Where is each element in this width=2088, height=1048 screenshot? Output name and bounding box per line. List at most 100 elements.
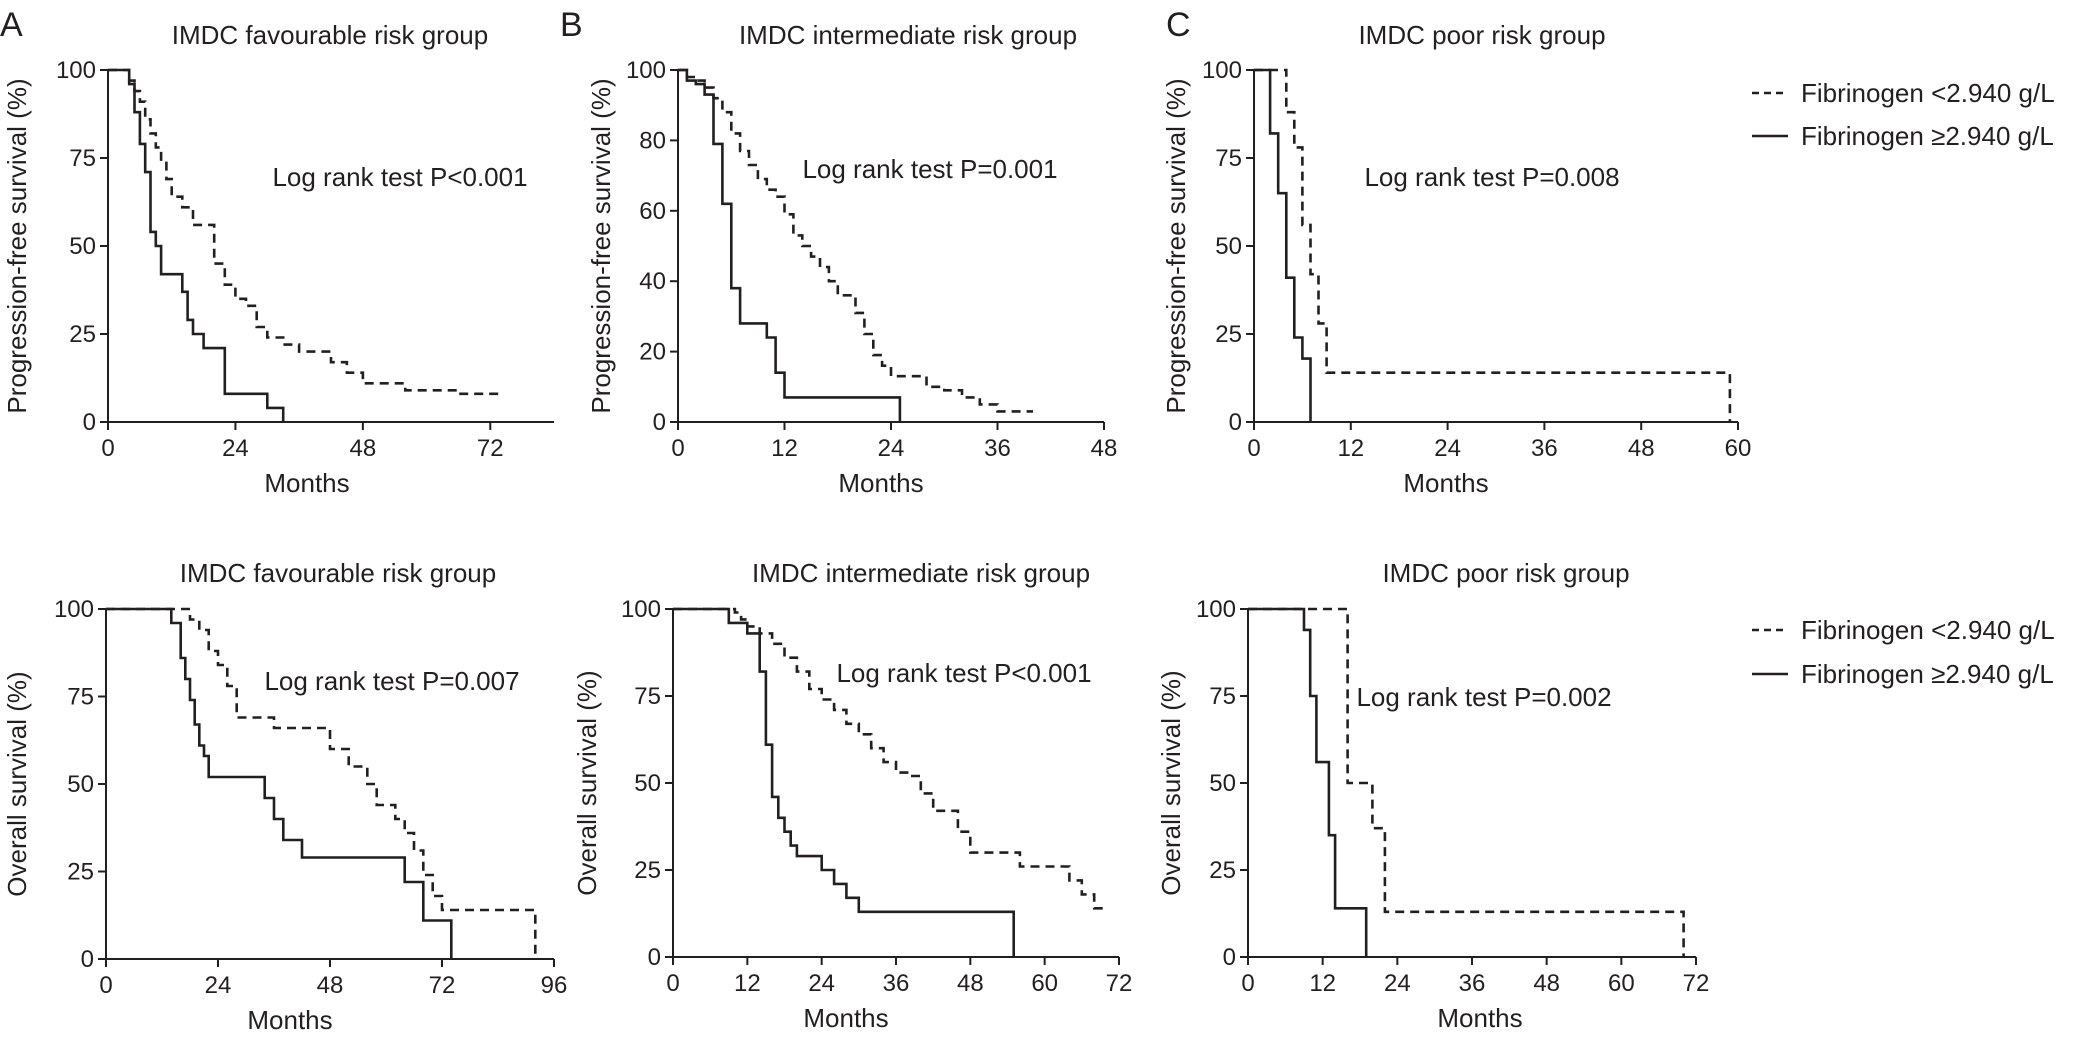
- y-tick-label: 75: [67, 684, 94, 711]
- x-tick-label: 12: [771, 435, 798, 462]
- x-tick-label: 48: [350, 435, 377, 462]
- x-tick-label: 72: [1683, 970, 1710, 997]
- x-tick-label: 72: [1106, 970, 1133, 997]
- chart-title: IMDC intermediate risk group: [752, 558, 1090, 588]
- chart-title: IMDC intermediate risk group: [739, 20, 1077, 50]
- chart-panel-5: 0 12 24 36 48 60 72 0 25 50 75 100 IMDC intermediate…: [572, 558, 1132, 1033]
- x-tick-label: 48: [957, 970, 984, 997]
- x-tick-label: 36: [1459, 970, 1486, 997]
- y-tick-label: 80: [639, 127, 666, 154]
- y-tick-label: 100: [54, 596, 94, 623]
- x-tick-label: 60: [1608, 970, 1635, 997]
- series-low-fibrinogen-curve: [1248, 607, 1685, 957]
- y-tick-label: 50: [69, 233, 96, 260]
- series-low-fibrinogen-curve: [678, 68, 1033, 413]
- legend-bottom: Fibrinogen <2.940 g/L Fibrinogen ≥2.940 …: [1752, 615, 2055, 689]
- x-tick-label: 0: [101, 435, 114, 462]
- x-tick-label: 12: [1337, 435, 1364, 462]
- x-tick-label: 24: [878, 435, 905, 462]
- y-tick-label: 25: [634, 857, 661, 884]
- logrank-annotation: Log rank test P=0.008: [1364, 162, 1619, 192]
- y-tick-label: 40: [639, 268, 666, 295]
- legend-top-dashed-label: Fibrinogen <2.940 g/L: [1801, 78, 2055, 108]
- logrank-annotation: Log rank test P=0.002: [1356, 682, 1611, 712]
- x-tick-label: 0: [1247, 435, 1260, 462]
- y-tick-label: 50: [1215, 233, 1242, 260]
- x-tick-label: 0: [99, 972, 112, 999]
- x-tick-label: 48: [1091, 435, 1118, 462]
- x-tick-label: 96: [541, 972, 568, 999]
- series-high-fibrinogen-curve: [106, 607, 453, 959]
- y-tick-label: 0: [653, 409, 666, 436]
- x-tick-label: 60: [1725, 435, 1752, 462]
- chart-title: IMDC poor risk group: [1382, 558, 1629, 588]
- chart-panel-6: 0 12 24 36 48 60 72 0 25 50 75 100 IMDC poor risk gr…: [1156, 558, 1709, 1033]
- y-tick-label: 100: [621, 596, 661, 623]
- series-high-fibrinogen-curve: [1254, 68, 1312, 422]
- x-tick-label: 24: [1434, 435, 1461, 462]
- series-high-fibrinogen-curve: [678, 68, 902, 422]
- x-tick-label: 48: [1628, 435, 1655, 462]
- y-tick-label: 25: [69, 321, 96, 348]
- x-tick-label: 24: [205, 972, 232, 999]
- panel-letter-a: A: [0, 6, 23, 44]
- series-low-fibrinogen-curve: [108, 68, 501, 396]
- y-tick-label: 0: [1229, 409, 1242, 436]
- logrank-annotation: Log rank test P=0.001: [802, 154, 1057, 184]
- series-low-fibrinogen-curve: [673, 607, 1107, 910]
- legend-top-solid-label: Fibrinogen ≥2.940 g/L: [1801, 121, 2054, 151]
- y-tick-label: 50: [1209, 770, 1236, 797]
- x-tick-label: 48: [317, 972, 344, 999]
- x-tick-label: 72: [429, 972, 456, 999]
- chart-panel-1: 0 24 48 72 0 25 50 75 100 IMDC favourable risk gr…: [2, 20, 554, 498]
- y-axis-label: Progression-free survival (%): [586, 78, 616, 413]
- x-axis-label: Months: [264, 468, 349, 498]
- y-axis-label: Progression-free survival (%): [2, 78, 32, 413]
- series-low-fibrinogen-curve: [106, 607, 537, 959]
- logrank-annotation: Log rank test P=0.007: [264, 666, 519, 696]
- series-high-fibrinogen-curve: [108, 68, 285, 422]
- x-tick-label: 0: [1241, 970, 1254, 997]
- panel-letter-b: B: [560, 6, 583, 44]
- x-tick-label: 36: [1531, 435, 1558, 462]
- chart-panel-2: 0 12 24 36 48 0 20 40 60 80 100 IMDC intermediate r…: [586, 20, 1117, 498]
- y-axis-label: Progression-free survival (%): [1161, 78, 1191, 413]
- y-tick-label: 50: [67, 771, 94, 798]
- y-tick-label: 25: [1209, 857, 1236, 884]
- x-axis-label: Months: [247, 1005, 332, 1035]
- y-tick-label: 0: [648, 944, 661, 971]
- legend-top: Fibrinogen <2.940 g/L Fibrinogen ≥2.940 …: [1752, 78, 2055, 151]
- y-tick-label: 25: [1215, 321, 1242, 348]
- x-tick-label: 12: [734, 970, 761, 997]
- y-tick-label: 75: [1215, 145, 1242, 172]
- x-tick-label: 60: [1031, 970, 1058, 997]
- y-tick-label: 0: [83, 409, 96, 436]
- x-tick-label: 0: [671, 435, 684, 462]
- y-tick-label: 100: [626, 57, 666, 84]
- y-tick-label: 75: [1209, 683, 1236, 710]
- x-tick-label: 24: [222, 435, 249, 462]
- y-tick-label: 50: [634, 770, 661, 797]
- y-tick-label: 100: [1196, 596, 1236, 623]
- x-axis-label: Months: [1403, 468, 1488, 498]
- y-tick-label: 75: [69, 145, 96, 172]
- y-tick-label: 25: [67, 859, 94, 886]
- panel-letter-c: C: [1166, 6, 1191, 44]
- x-tick-label: 36: [883, 970, 910, 997]
- series-high-fibrinogen-curve: [1248, 607, 1368, 957]
- series-low-fibrinogen-curve: [1254, 68, 1732, 422]
- y-tick-label: 20: [639, 339, 666, 366]
- logrank-annotation: Log rank test P<0.001: [836, 658, 1091, 688]
- x-tick-label: 24: [1384, 970, 1411, 997]
- y-tick-label: 100: [1202, 57, 1242, 84]
- x-axis-label: Months: [838, 468, 923, 498]
- y-axis-label: Overall survival (%): [2, 671, 32, 896]
- chart-title: IMDC poor risk group: [1358, 20, 1605, 50]
- chart-panel-4: 0 24 48 72 96 0 25 50 75 100 IMDC favourable risk …: [2, 558, 567, 1035]
- legend-bottom-solid-label: Fibrinogen ≥2.940 g/L: [1801, 659, 2054, 689]
- x-axis-label: Months: [1437, 1003, 1522, 1033]
- y-tick-label: 100: [56, 57, 96, 84]
- y-axis-label: Overall survival (%): [572, 670, 602, 895]
- x-tick-label: 48: [1533, 970, 1560, 997]
